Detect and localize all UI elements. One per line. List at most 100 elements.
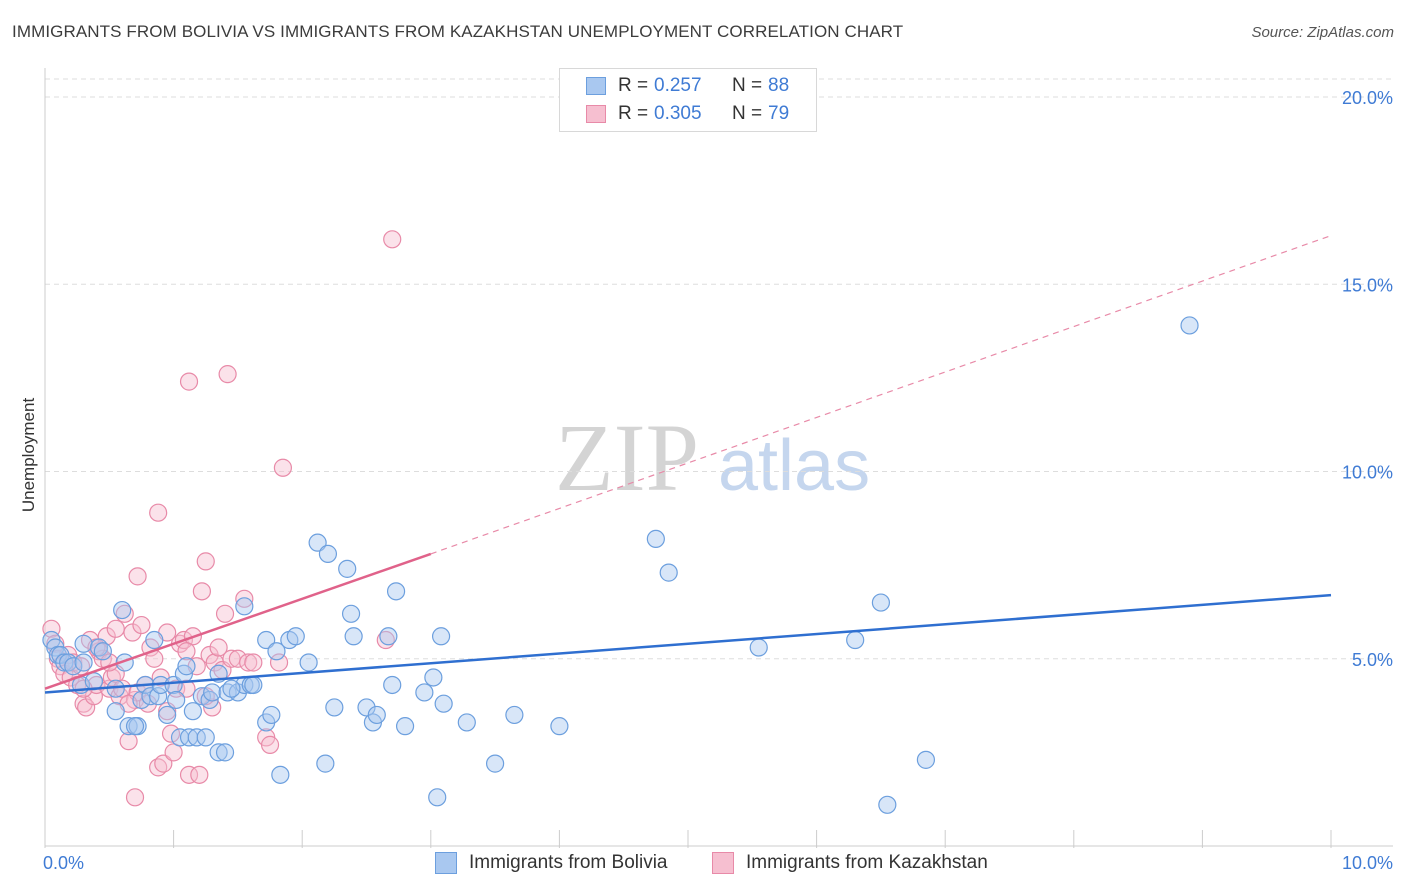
kazakhstan-point-62 (269, 653, 289, 672)
legend-n-value-kazakhstan: 79 (768, 103, 790, 124)
bolivia-point-72 (505, 705, 524, 725)
bolivia-point-13 (113, 600, 132, 620)
kazakhstan-point-28 (132, 615, 151, 635)
bolivia-point-87 (222, 679, 241, 698)
bolivia-point-30 (196, 728, 215, 747)
bolivia-point-4 (55, 653, 74, 672)
y-tick-label-0: 5.0% (1352, 650, 1393, 670)
bolivia-point-24 (167, 690, 186, 710)
source-label: Source: ZipAtlas.com (1251, 24, 1394, 41)
bolivia-point-20 (149, 687, 168, 706)
kazakhstan-point-57 (235, 589, 254, 608)
bolivia-point-82 (74, 653, 93, 672)
bolivia-point-54 (325, 698, 344, 717)
bolivia-point-19 (141, 687, 160, 706)
bolivia-point-52 (316, 754, 335, 773)
bolivia-point-22 (158, 705, 177, 725)
legend-r-value-kazakhstan: 0.305 (654, 103, 702, 124)
kazakhstan-point-47 (192, 582, 211, 601)
bolivia-point-58 (357, 698, 376, 717)
kazakhstan-point-46 (190, 765, 209, 784)
legend-row-kazakhstan: R = 0.305 N = 79 (560, 101, 816, 127)
bolivia-point-41 (235, 597, 254, 616)
bottom-legend-kazakhstan: Immigrants from Kazakhstan (712, 852, 1012, 876)
kazakhstan-point-24 (119, 732, 138, 751)
bolivia-point-68 (431, 627, 451, 646)
kazakhstan-point-64 (128, 567, 147, 586)
y-tick-label-1: 10.0% (1342, 463, 1393, 483)
bolivia-point-61 (379, 627, 398, 646)
bolivia-point-33 (203, 683, 222, 702)
y-tick-label-2: 15.0% (1342, 275, 1393, 295)
bolivia-point-79 (878, 795, 897, 814)
kazakhstan-legend-label: Immigrants from Kazakhstan (746, 852, 988, 873)
kazakhstan-point-59 (244, 653, 263, 672)
bolivia-point-64 (395, 717, 415, 736)
watermark-atlas: atlas (718, 426, 870, 506)
grid (45, 78, 1393, 660)
tick-labels: 5.0% 10.0% 15.0% 20.0% 0.0% 10.0% (43, 88, 1393, 873)
kazakhstan-point-72 (106, 619, 125, 638)
bolivia-point-76 (749, 638, 768, 657)
kazakhstan-point-68 (273, 458, 293, 477)
bolivia-point-8 (74, 634, 93, 653)
x-tick-label-0: 0.0% (43, 853, 84, 873)
kazakhstan-point-69 (383, 230, 402, 249)
bottom-legend-bolivia: Immigrants from Bolivia (435, 852, 695, 876)
kazakhstan-point-35 (154, 754, 173, 773)
bolivia-point-71 (486, 754, 505, 773)
correlation-legend: R = 0.257 N = 88 R = 0.305 N = 79 (559, 68, 817, 132)
kazakhstan-trend-line (44, 552, 432, 690)
bolivia-point-14 (106, 702, 125, 721)
bolivia-point-56 (341, 604, 361, 623)
bolivia-point-49 (286, 627, 305, 646)
bolivia-point-51 (308, 533, 327, 552)
kazakhstan-points (42, 230, 402, 807)
bolivia-point-66 (424, 668, 443, 687)
kazakhstan-point-66 (179, 372, 199, 391)
bolivia-point-63 (386, 582, 406, 601)
watermark: ZIP atlas (555, 404, 870, 511)
kazakhstan-point-54 (215, 604, 235, 623)
bolivia-point-73 (550, 717, 569, 736)
bolivia-point-42 (244, 675, 263, 695)
bolivia-point-80 (916, 750, 936, 769)
legend-row-bolivia: R = 0.257 N = 88 (560, 73, 816, 99)
bolivia-point-84 (145, 630, 164, 650)
kazakhstan-point-56 (228, 649, 247, 668)
kazakhstan-point-75 (177, 642, 196, 661)
bolivia-point-67 (428, 788, 447, 807)
bolivia-trend-line (44, 593, 1332, 694)
legend-r-label: R = (618, 75, 649, 96)
bolivia-point-77 (846, 630, 865, 650)
bolivia-point-75 (659, 563, 678, 582)
bolivia-point-69 (434, 694, 453, 713)
legend-n-label: N = (732, 75, 763, 96)
legend-r-value-bolivia: 0.257 (654, 75, 702, 96)
bolivia-point-36 (215, 743, 235, 762)
legend-n-value-bolivia: 88 (768, 75, 790, 96)
bolivia-point-86 (125, 717, 145, 736)
legend-n-label: N = (732, 103, 763, 124)
kazakhstan-point-52 (209, 638, 228, 657)
kazakhstan-point-50 (203, 698, 222, 717)
bolivia-point-70 (457, 713, 476, 732)
bolivia-point-26 (177, 657, 196, 676)
kazakhstan-point-61 (260, 735, 280, 754)
bolivia-point-45 (257, 630, 276, 650)
bolivia-point-57 (344, 627, 363, 646)
kazakhstan-point-70 (125, 788, 145, 807)
bolivia-point-50 (299, 653, 318, 672)
kazakhstan-point-65 (149, 503, 168, 522)
axes (44, 68, 1393, 848)
kazakhstan-point-58 (239, 653, 258, 672)
bolivia-point-46 (267, 642, 286, 661)
bolivia-point-47 (271, 765, 290, 784)
kazakhstan-point-43 (179, 765, 199, 784)
bolivia-points (42, 316, 1199, 814)
bolivia-swatch (586, 77, 606, 95)
bolivia-point-6 (64, 657, 83, 676)
bolivia-point-60 (367, 705, 386, 725)
bolivia-point-83 (93, 642, 112, 661)
bolivia-point-62 (383, 675, 402, 695)
